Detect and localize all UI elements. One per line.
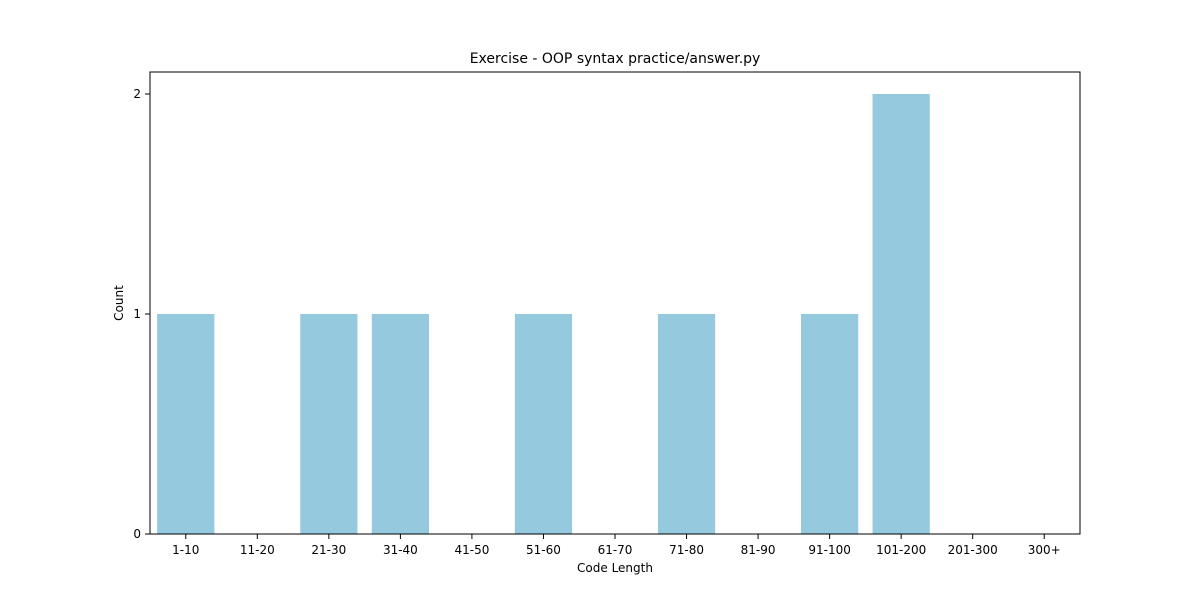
x-tick-label: 21-30 bbox=[311, 543, 346, 557]
x-tick-label: 1-10 bbox=[172, 543, 199, 557]
y-tick-label: 0 bbox=[133, 527, 141, 541]
bar-21-30 bbox=[300, 314, 358, 534]
y-axis-label: Count bbox=[112, 285, 126, 321]
bar-31-40 bbox=[371, 314, 429, 534]
x-tick-label: 11-20 bbox=[240, 543, 275, 557]
x-ticks-group: 1-10 11-20 21-30 31-40 41-50 51-60 61-70 71-80 8… bbox=[172, 534, 1061, 557]
x-axis-label: Code Length bbox=[577, 561, 653, 575]
bar-71-80 bbox=[657, 314, 716, 534]
y-ticks-group: 0 1 2 bbox=[133, 87, 150, 541]
x-tick-label: 61-70 bbox=[598, 543, 633, 557]
x-tick-label: 300+ bbox=[1028, 543, 1061, 557]
bar-1-10 bbox=[157, 314, 215, 534]
bar-101-200 bbox=[872, 94, 930, 534]
x-tick-label: 91-100 bbox=[808, 543, 851, 557]
x-tick-label: 71-80 bbox=[669, 543, 704, 557]
bar-51-60 bbox=[514, 314, 573, 534]
x-tick-label: 81-90 bbox=[741, 543, 776, 557]
x-tick-label: 51-60 bbox=[526, 543, 561, 557]
x-tick-label: 101-200 bbox=[876, 543, 926, 557]
x-tick-label: 201-300 bbox=[948, 543, 998, 557]
bars-group bbox=[157, 94, 930, 534]
plot-frame bbox=[149, 71, 1081, 535]
chart-title: Exercise - OOP syntax practice/answer.py bbox=[470, 51, 761, 67]
y-tick-label: 1 bbox=[133, 307, 141, 321]
x-tick-label: 31-40 bbox=[383, 543, 418, 557]
x-tick-label: 41-50 bbox=[454, 543, 489, 557]
y-tick-label: 2 bbox=[133, 87, 141, 101]
bar-91-100 bbox=[801, 314, 859, 534]
